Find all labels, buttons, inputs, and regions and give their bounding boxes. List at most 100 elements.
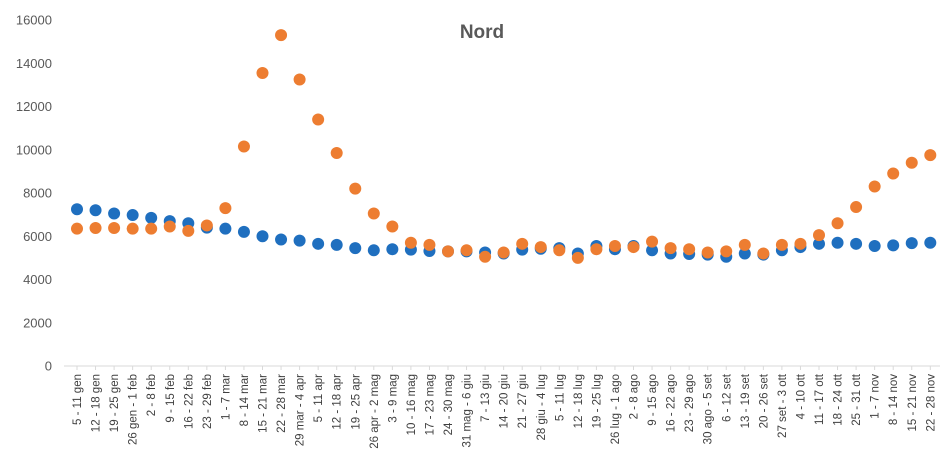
data-point xyxy=(850,237,863,250)
x-tick-label: 1 - 7 mar xyxy=(220,374,232,420)
data-point xyxy=(367,207,380,220)
data-point xyxy=(646,244,659,257)
x-tick-label: 5 - 11 gen xyxy=(72,374,84,425)
x-tick-label: 18 - 24 ott xyxy=(833,373,845,426)
x-tick-label: 23 - 29 ago xyxy=(684,374,696,432)
y-tick-label: 10000 xyxy=(16,142,52,157)
y-tick-label: 14000 xyxy=(16,56,52,71)
x-tick-label: 19 - 25 gen xyxy=(109,374,121,432)
data-point xyxy=(349,182,362,195)
data-point xyxy=(219,202,232,215)
data-point xyxy=(312,113,325,126)
data-point xyxy=(275,233,288,246)
data-point xyxy=(386,220,399,233)
data-point xyxy=(349,242,362,255)
data-point xyxy=(664,242,677,255)
data-point xyxy=(460,244,473,257)
data-point xyxy=(71,203,83,216)
data-point xyxy=(330,146,343,159)
x-tick-label: 8 - 14 mar xyxy=(239,374,251,427)
data-point xyxy=(701,246,714,259)
data-point xyxy=(831,217,844,230)
x-tick-label: 15 - 21 mar xyxy=(258,374,270,433)
data-point xyxy=(182,224,195,237)
x-tick-label: 8 - 14 nov xyxy=(888,374,900,425)
data-point xyxy=(720,245,733,258)
x-tick-label: 5 - 11 apr xyxy=(313,374,325,423)
x-tick-label: 4 - 10 ott xyxy=(795,373,807,419)
data-point xyxy=(868,239,881,252)
data-point xyxy=(108,222,121,235)
data-point xyxy=(905,237,918,250)
data-point xyxy=(237,140,250,153)
x-tick-label: 22 - 28 nov xyxy=(925,374,937,432)
x-tick-label: 15 - 21 nov xyxy=(907,374,919,432)
x-tick-label: 6 - 12 set xyxy=(721,373,733,422)
data-point xyxy=(831,236,844,249)
data-point xyxy=(163,220,176,233)
data-point xyxy=(738,238,751,251)
x-tick-label: 19 - 25 lug xyxy=(591,374,603,428)
data-point xyxy=(256,230,269,243)
x-tick-label: 29 mar - 4 apr xyxy=(295,374,307,446)
data-point xyxy=(108,207,121,220)
x-tick-label: 2 - 8 feb xyxy=(146,374,158,416)
data-point xyxy=(924,149,937,162)
x-tick-label: 5 - 11 lug xyxy=(554,374,566,421)
x-tick-label: 26 lug - 1 ago xyxy=(610,374,622,444)
x-tick-label: 23 - 29 feb xyxy=(202,374,214,429)
data-point xyxy=(553,244,566,257)
data-point xyxy=(924,236,937,249)
data-point xyxy=(887,239,900,252)
x-tick-label: 14 - 20 giu xyxy=(499,374,511,428)
x-tick-label: 13 - 19 set xyxy=(740,373,752,428)
x-tick-label: 12 - 18 gen xyxy=(91,374,103,432)
data-point xyxy=(868,180,881,193)
data-point xyxy=(200,219,213,232)
x-tick-label: 21 - 27 giu xyxy=(517,374,529,428)
data-point xyxy=(237,225,250,238)
x-tick-label: 28 giu - 4 lug xyxy=(536,374,548,441)
data-point xyxy=(887,167,900,180)
data-point xyxy=(89,222,102,235)
y-axis-ticks: 0 2000 4000 6000 8000 10000 12000 14000 16000 xyxy=(16,13,52,374)
y-tick-label: 6000 xyxy=(23,229,52,244)
data-point xyxy=(794,237,807,250)
data-point xyxy=(442,245,454,258)
data-point xyxy=(256,66,269,79)
x-tick-label: 9 - 15 feb xyxy=(165,374,177,423)
y-tick-label: 8000 xyxy=(23,186,52,201)
x-tick-label: 9 - 15 ago xyxy=(647,374,659,426)
data-point xyxy=(404,236,417,249)
data-point xyxy=(627,241,640,254)
x-tick-label: 20 - 26 set xyxy=(758,373,770,428)
x-tick-label: 24 - 30 mag xyxy=(443,374,455,435)
data-point xyxy=(219,222,232,235)
x-tick-label: 30 ago - 5 set xyxy=(703,373,715,444)
x-tick-label: 19 - 25 apr xyxy=(350,374,362,430)
y-tick-label: 4000 xyxy=(23,272,52,287)
data-point xyxy=(275,29,288,42)
x-tick-label: 26 apr - 2 mag xyxy=(369,374,381,449)
data-point xyxy=(516,237,529,250)
x-tick-label: 1 - 7 nov xyxy=(870,374,882,419)
data-point xyxy=(813,237,825,250)
data-point xyxy=(330,238,343,251)
data-point xyxy=(590,243,603,256)
x-tick-label: 16 - 22 feb xyxy=(183,374,195,429)
data-point xyxy=(293,234,306,247)
y-tick-label: 2000 xyxy=(23,315,52,330)
data-point xyxy=(775,238,788,251)
x-tick-label: 25 - 31 ott xyxy=(851,373,863,426)
data-point xyxy=(497,246,510,259)
data-point xyxy=(293,73,306,86)
x-tick-label: 26 gen - 1 feb xyxy=(128,374,140,445)
data-point xyxy=(423,238,436,251)
data-point xyxy=(608,239,621,252)
data-point xyxy=(534,241,547,254)
data-point xyxy=(571,251,584,264)
x-tick-label: 12 - 18 lug xyxy=(573,374,585,428)
series-orange-points xyxy=(71,29,937,264)
y-tick-label: 12000 xyxy=(16,99,52,114)
x-tick-label: 31 mag - 6 giu xyxy=(462,374,474,448)
